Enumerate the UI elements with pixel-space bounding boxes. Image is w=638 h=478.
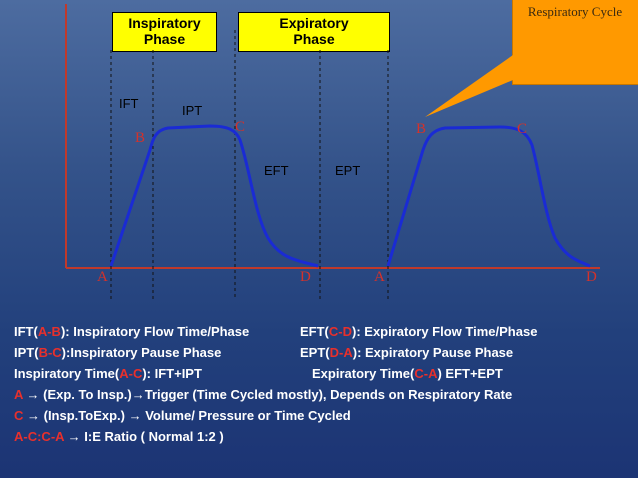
- note-eft: EFT(C-D): Expiratory Flow Time/Phase: [300, 324, 538, 339]
- eft-label: EFT: [264, 163, 289, 178]
- callout-pointer: [425, 55, 513, 117]
- ept-label: EPT: [335, 163, 360, 178]
- expiratory-phase-line1: Expiratory: [279, 15, 349, 31]
- note-ept: EPT(D-A): Expiratory Pause Phase: [300, 345, 514, 360]
- inspiratory-phase-line2: Phase: [143, 31, 186, 47]
- note-c-cycle: C → (Insp.ToExp.) → Volume/ Pressure or …: [14, 408, 351, 423]
- inspiratory-phase-line1: Inspiratory: [128, 15, 201, 31]
- point-a-2: A: [374, 269, 385, 285]
- respiratory-cycle-callout: [512, 0, 638, 85]
- note-inspiratory-time: Inspiratory Time(A-C): IFT+IPT: [14, 366, 202, 381]
- expiratory-phase-box: Expiratory Phase: [238, 12, 390, 52]
- note-ie-ratio: A-C:C-A → I:E Ratio ( Normal 1:2 ): [14, 429, 224, 444]
- note-a-trigger: A → (Exp. To Insp.)→Trigger (Time Cycled…: [14, 387, 513, 402]
- note-ipt: IPT(B-C):Inspiratory Pause Phase: [14, 345, 222, 360]
- point-d-2: D: [586, 269, 597, 285]
- expiratory-phase-line2: Phase: [293, 31, 335, 47]
- point-a-1: A: [97, 269, 108, 285]
- point-b-2: B: [416, 121, 426, 137]
- point-c-2: C: [517, 121, 527, 137]
- point-d-1: D: [300, 269, 311, 285]
- point-b-1: B: [135, 130, 145, 146]
- ift-label: IFT: [119, 96, 139, 111]
- note-ift: IFT(A-B): Inspiratory Flow Time/Phase: [14, 324, 250, 339]
- waveform-cycle-2: [386, 125, 591, 268]
- note-expiratory-time: Expiratory Time(C-A) EFT+EPT: [312, 366, 503, 381]
- inspiratory-phase-box: Inspiratory Phase: [112, 12, 217, 52]
- respiratory-cycle-label: Respiratory Cycle: [527, 4, 623, 19]
- ipt-label: IPT: [182, 103, 202, 118]
- point-c-1: C: [235, 119, 245, 135]
- waveform-cycle-1: [109, 124, 319, 268]
